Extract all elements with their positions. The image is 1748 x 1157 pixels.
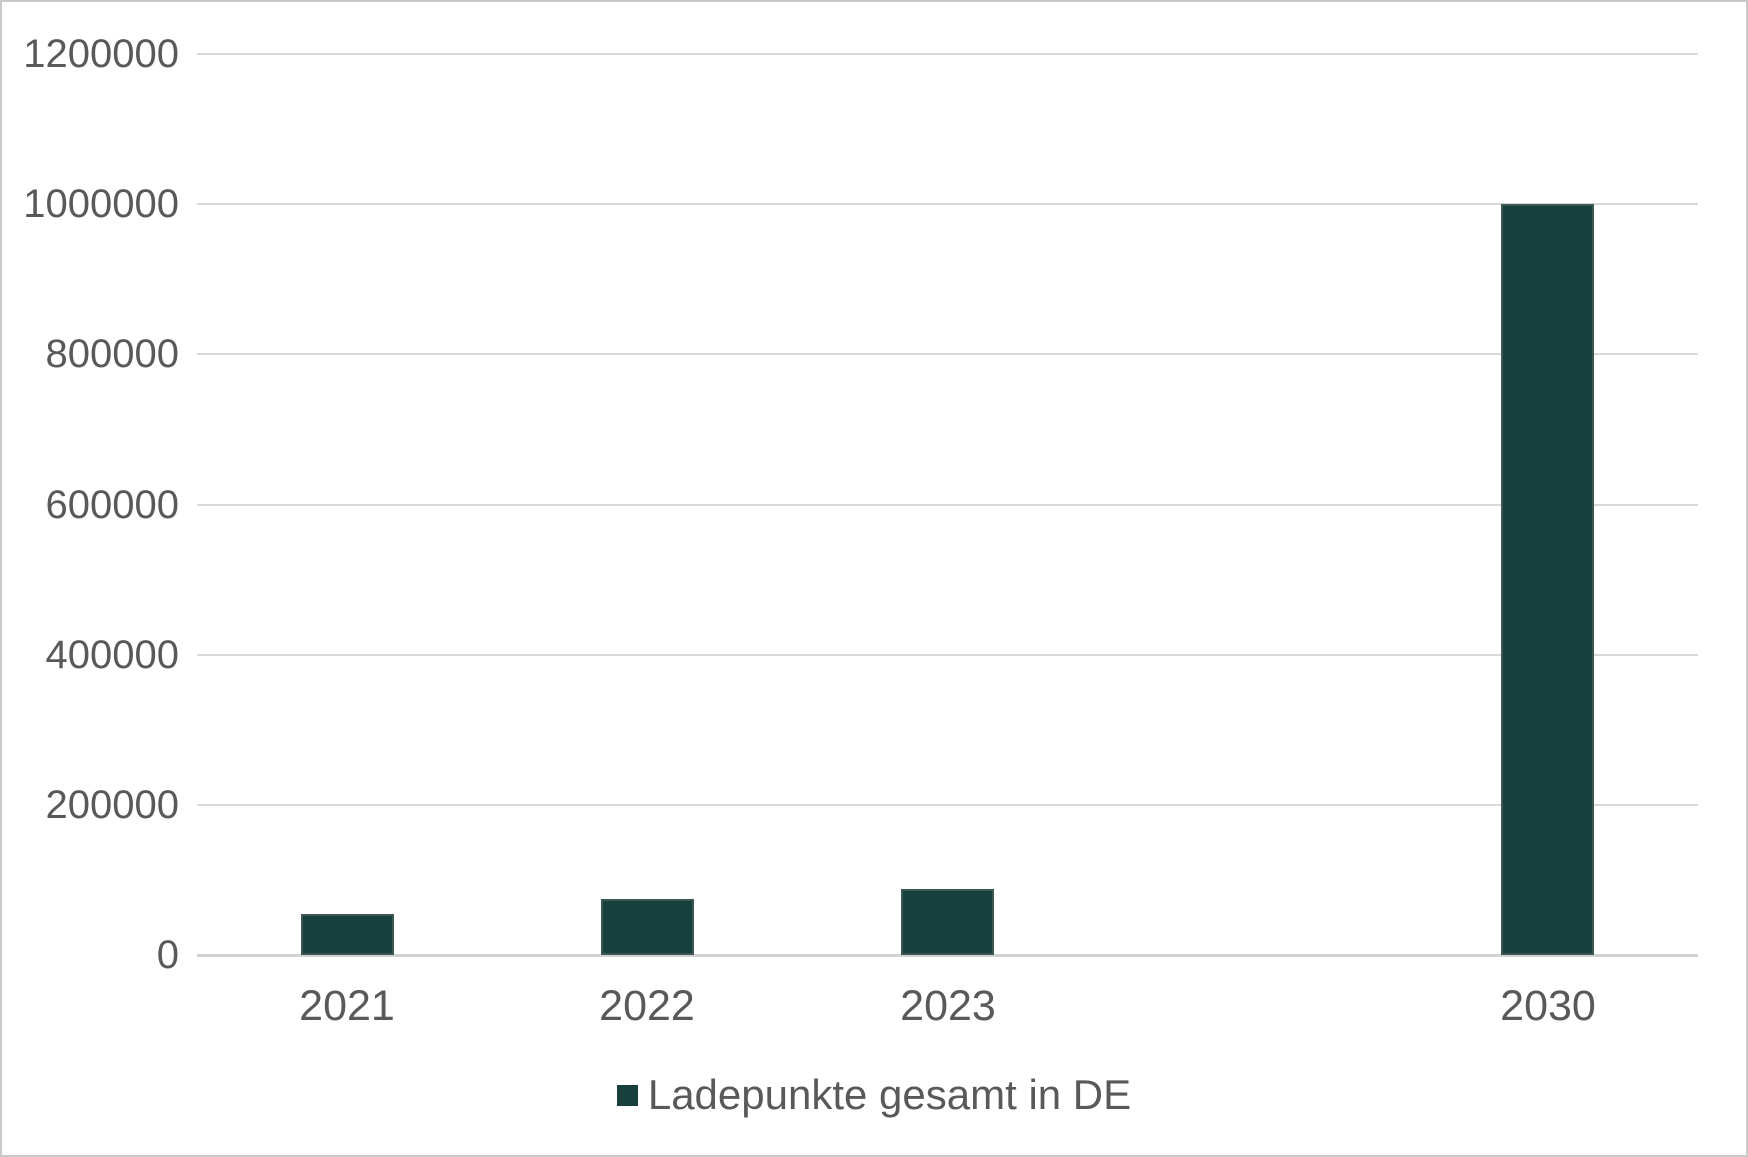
x-axis-tick-label: 2023 bbox=[900, 982, 996, 1030]
gridline bbox=[197, 203, 1698, 206]
bar-2021 bbox=[301, 914, 394, 955]
x-axis-tick-label: 2030 bbox=[1500, 982, 1596, 1030]
x-axis-line bbox=[197, 953, 1698, 957]
y-axis-tick-label: 400000 bbox=[45, 632, 179, 677]
legend-marker-square bbox=[616, 1084, 638, 1106]
y-axis-tick-label: 200000 bbox=[45, 782, 179, 827]
y-axis-tick-label: 600000 bbox=[45, 482, 179, 527]
x-axis-tick-label: 2022 bbox=[599, 982, 695, 1030]
y-axis-tick-label: 0 bbox=[156, 933, 179, 977]
gridline bbox=[197, 353, 1698, 356]
bar-2023 bbox=[901, 889, 994, 955]
legend-label: Ladepunkte gesamt in DE bbox=[647, 1071, 1132, 1118]
y-axis-tick-label: 1000000 bbox=[23, 182, 179, 227]
gridline bbox=[197, 653, 1698, 656]
gridline bbox=[197, 503, 1698, 506]
legend: Ladepunkte gesamt in DE bbox=[2, 1074, 1746, 1116]
y-axis-tick-label: 1200000 bbox=[23, 32, 179, 76]
x-axis-tick-label: 2021 bbox=[299, 982, 395, 1030]
gridline bbox=[197, 803, 1698, 806]
bar-2022 bbox=[601, 899, 694, 955]
bar-2030 bbox=[1501, 204, 1594, 955]
gridline bbox=[197, 53, 1698, 55]
y-axis-tick-label: 800000 bbox=[45, 332, 179, 377]
